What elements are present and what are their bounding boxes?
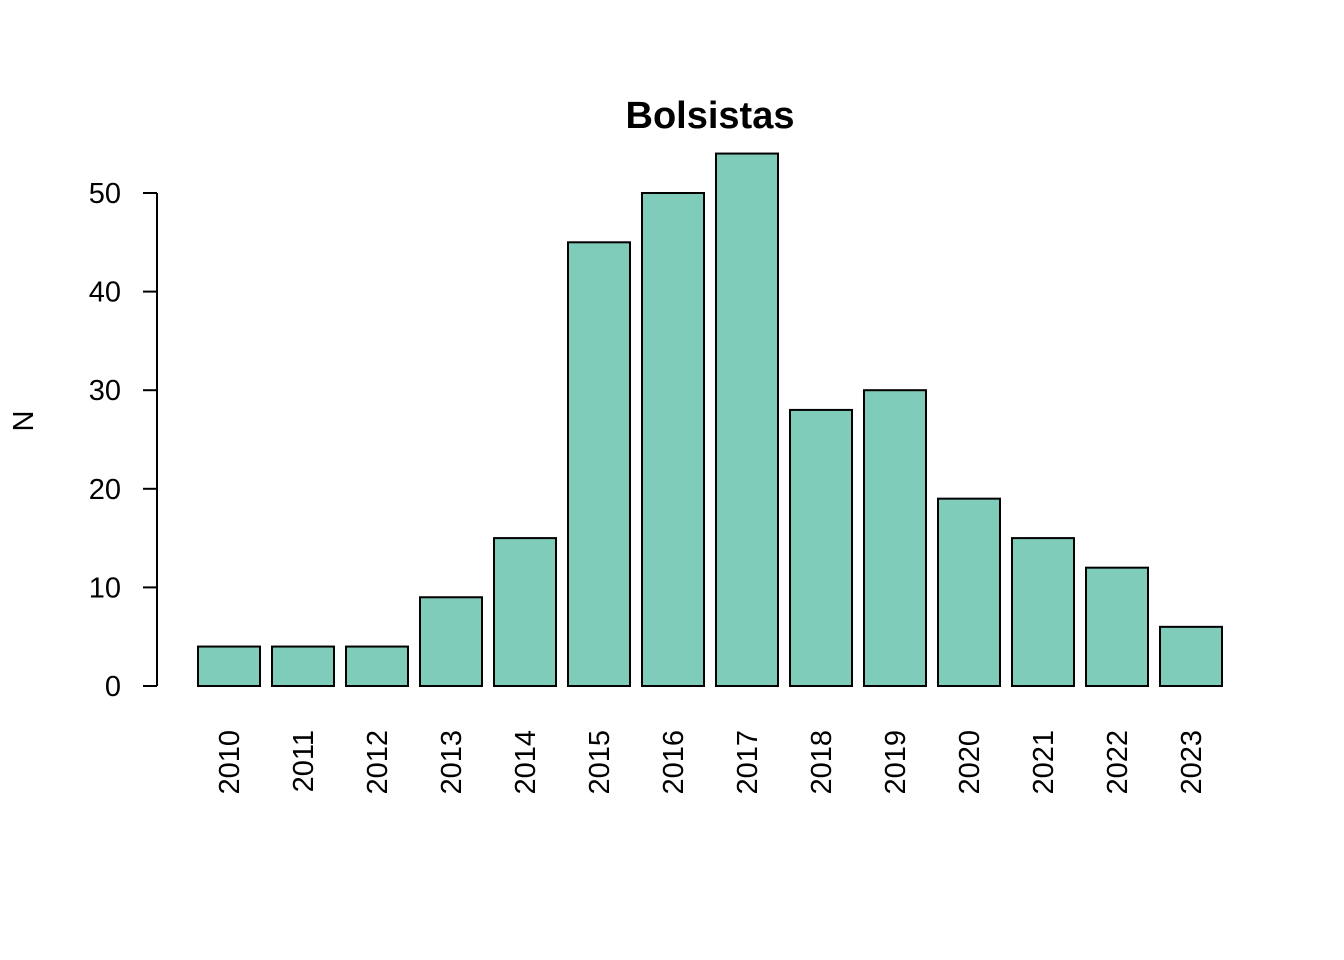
x-tick-label-2015: 2015 — [584, 730, 616, 795]
bar-2016 — [641, 192, 705, 687]
y-tick-label: 30 — [89, 375, 121, 407]
y-tick-label: 50 — [89, 178, 121, 210]
x-tick-label-2016: 2016 — [658, 730, 690, 795]
x-tick-label-2021: 2021 — [1028, 730, 1060, 795]
bar-2010 — [197, 645, 261, 687]
y-tick-label: 10 — [89, 572, 121, 604]
bar-2019 — [863, 389, 927, 687]
x-tick-label-2019: 2019 — [880, 730, 912, 795]
bar-2020 — [937, 497, 1001, 687]
y-axis-label: N — [8, 411, 40, 432]
x-tick-label-2013: 2013 — [436, 730, 468, 795]
x-tick-label-2018: 2018 — [806, 730, 838, 795]
x-tick-labels: 2010 2011 2012 2013 2014 2015 2016 2017 2018 2019… — [214, 730, 1208, 795]
bar-2014 — [493, 537, 557, 687]
chart-title: Bolsistas — [626, 95, 795, 137]
bar-2017 — [715, 152, 779, 687]
bar-2022 — [1085, 566, 1149, 687]
bar-2023 — [1159, 625, 1223, 688]
x-tick-label-2017: 2017 — [732, 730, 764, 795]
bar-2012 — [345, 645, 409, 687]
y-tick-label: 40 — [89, 277, 121, 309]
bar-2015 — [567, 241, 631, 688]
x-tick-label-2014: 2014 — [510, 730, 542, 795]
y-tick-label: 0 — [105, 671, 121, 703]
x-tick-label-2023: 2023 — [1176, 730, 1208, 795]
y-axis: 0 10 20 30 40 50 — [89, 178, 158, 703]
bar-2021 — [1011, 537, 1075, 687]
x-tick-label-2011: 2011 — [288, 730, 320, 792]
bar-2011 — [271, 645, 335, 687]
y-tick-label: 20 — [89, 474, 121, 506]
x-tick-label-2012: 2012 — [362, 730, 394, 795]
x-tick-label-2022: 2022 — [1102, 730, 1134, 795]
bar-2018 — [789, 408, 853, 687]
x-tick-label-2010: 2010 — [214, 730, 246, 795]
bars — [197, 152, 1223, 688]
bar-2013 — [419, 596, 483, 688]
x-tick-label-2020: 2020 — [954, 730, 986, 795]
